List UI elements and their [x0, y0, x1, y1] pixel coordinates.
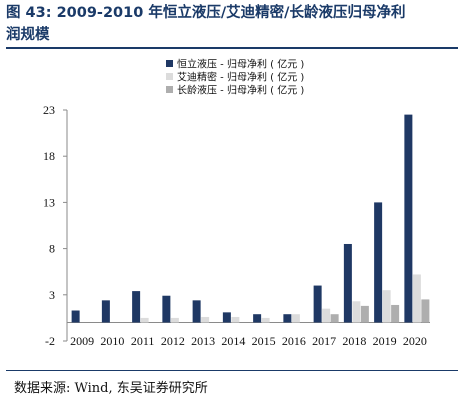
- bar-2013-series-2: [201, 316, 210, 323]
- y-tick-label: 23: [43, 103, 55, 117]
- bar-2019-series-3: [391, 304, 400, 323]
- bar-2018-series-3: [360, 305, 369, 323]
- bar-2012-series-2: [170, 317, 179, 323]
- x-tick-label: 2012: [161, 334, 185, 348]
- bar-2015-series-2: [261, 317, 270, 323]
- bar-2014-series-1: [222, 312, 231, 323]
- x-tick-label: 2019: [373, 334, 397, 348]
- bar-2018-series-2: [352, 301, 361, 323]
- x-tick-label: 2013: [191, 334, 215, 348]
- chart-legend: 恒立液压 - 归母净利 ( 亿元 )艾迪精密 - 归母净利 ( 亿元 )长龄液压…: [166, 58, 304, 97]
- bar-2020-series-3: [421, 299, 430, 323]
- title-divider: [6, 47, 458, 49]
- legend-label-1: 恒立液压 - 归母净利 ( 亿元 ): [177, 58, 304, 71]
- bar-2018-series-1: [343, 243, 352, 323]
- legend-swatch-3: [166, 86, 173, 93]
- figure-title-line-2: 润规模: [6, 27, 50, 43]
- legend-label-3: 长龄液压 - 归母净利 ( 亿元 ): [177, 84, 304, 97]
- bar-2017-series-1: [313, 285, 322, 323]
- figure-title-line-1: 图 43: 2009-2010 年恒立液压/艾迪精密/长龄液压归母净利: [6, 5, 406, 21]
- figure-title: 图 43: 2009-2010 年恒立液压/艾迪精密/长龄液压归母净利 润规模: [6, 2, 458, 46]
- bar-2011-series-1: [132, 291, 141, 323]
- x-tick-label: 2018: [342, 334, 366, 348]
- legend-swatch-1: [166, 60, 173, 67]
- bar-2014-series-2: [231, 316, 240, 323]
- x-axis-labels: 2009 2010 2011 2012 2013 2014 2015 2016 2017 2018…: [70, 334, 427, 348]
- bar-2009-series-1: [71, 310, 80, 323]
- x-tick-label: 2014: [221, 334, 245, 348]
- bar-2017-series-2: [322, 308, 331, 323]
- bar-2015-series-1: [253, 314, 262, 323]
- x-tick-label: 2009: [70, 334, 94, 348]
- bar-2016-series-2: [291, 314, 300, 323]
- bar-2020-series-1: [404, 114, 413, 323]
- x-tick-label: 2017: [312, 334, 336, 348]
- legend-swatch-2: [166, 73, 173, 80]
- source-divider: [6, 370, 458, 371]
- y-tick-label: 13: [43, 195, 55, 209]
- y-tick-label: 8: [49, 242, 55, 256]
- y-tick-label: 3: [49, 288, 55, 302]
- bar-2019-series-1: [374, 202, 383, 323]
- x-tick-label: 2016: [282, 334, 306, 348]
- bar-2012-series-1: [162, 295, 171, 323]
- source-note: 数据来源: Wind, 东吴证券研究所: [14, 381, 208, 396]
- x-tick-label: 2010: [100, 334, 124, 348]
- x-tick-label: 2015: [252, 334, 276, 348]
- x-tick-label: 2020: [403, 334, 427, 348]
- bar-2016-series-1: [283, 314, 292, 323]
- bar-2011-series-2: [140, 317, 149, 323]
- chart-axes: [63, 109, 430, 342]
- bar-2019-series-2: [382, 290, 391, 323]
- chart-bars: [71, 114, 430, 323]
- x-tick-label: 2011: [131, 334, 155, 348]
- y-tick-label: -2: [45, 334, 55, 348]
- y-tick-label: 18: [43, 149, 55, 163]
- legend-label-2: 艾迪精密 - 归母净利 ( 亿元 ): [177, 71, 304, 84]
- bar-2010-series-1: [101, 300, 110, 323]
- bar-2013-series-1: [192, 300, 201, 323]
- bar-2017-series-3: [330, 314, 339, 323]
- bar-2020-series-2: [412, 274, 421, 323]
- y-axis-labels: -2 3 8 13 18 23: [43, 103, 55, 348]
